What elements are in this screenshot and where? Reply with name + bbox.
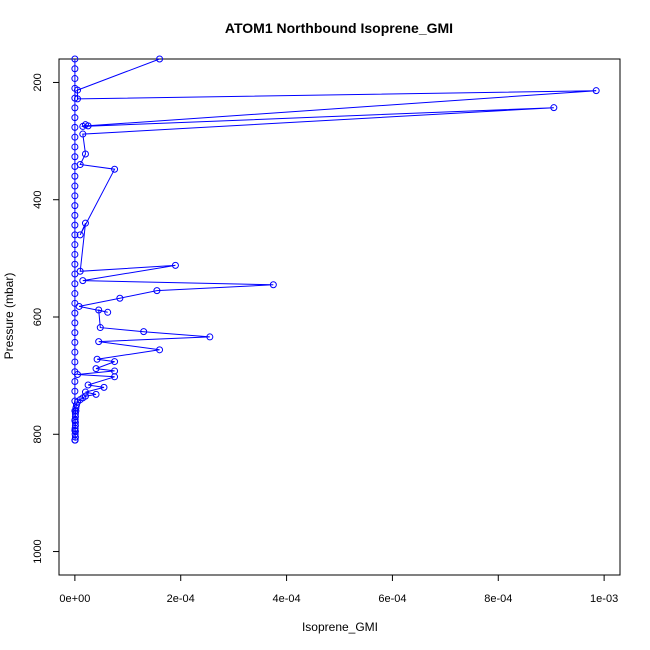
data-point	[81, 219, 89, 227]
data-point	[71, 241, 79, 249]
y-tick-label: 1000	[32, 539, 44, 563]
data-point	[71, 338, 79, 346]
data-point	[71, 329, 79, 337]
plot-frame	[58, 58, 621, 576]
data-point	[74, 370, 82, 378]
x-tick-label: 8e-04	[484, 593, 512, 605]
x-tick-label: 0e+00	[59, 593, 90, 605]
data-point	[93, 355, 101, 363]
data-point	[111, 165, 119, 173]
data-point	[71, 309, 79, 317]
data-point	[71, 280, 79, 288]
data-point	[71, 231, 79, 239]
x-tick-label: 1e-03	[590, 593, 618, 605]
data-point	[81, 388, 89, 396]
data-point	[71, 348, 79, 356]
y-axis: 200 400 600 800 1000	[32, 73, 60, 564]
data-point	[71, 192, 79, 200]
data-point	[104, 308, 112, 316]
data-point	[71, 182, 79, 190]
data-point	[71, 143, 79, 151]
data-point	[171, 261, 179, 269]
data-point	[95, 338, 103, 346]
data-point	[550, 104, 558, 112]
data-point	[156, 346, 164, 354]
data-point	[71, 387, 79, 395]
data-point	[71, 75, 79, 83]
data-point	[95, 306, 103, 314]
data-point	[592, 87, 600, 95]
plot-area	[58, 55, 621, 576]
y-axis-label: Pressure (mbar)	[2, 273, 16, 360]
y-tick-label: 400	[32, 191, 44, 209]
data-point	[71, 123, 79, 131]
data-point	[71, 260, 79, 268]
data-point	[71, 270, 79, 278]
data-point	[100, 383, 108, 391]
data-point	[74, 95, 82, 103]
data-point	[153, 287, 161, 295]
data-point	[96, 324, 104, 332]
data-point	[71, 221, 79, 229]
data-point	[71, 114, 79, 122]
data-point	[72, 401, 80, 409]
data-point	[156, 55, 164, 63]
data-point	[71, 378, 79, 385]
data-point	[111, 367, 119, 375]
x-tick-label: 2e-04	[167, 593, 195, 605]
data-point	[84, 122, 92, 130]
data-point	[84, 381, 92, 389]
x-tick-label: 6e-04	[378, 593, 406, 605]
data-point	[71, 358, 79, 366]
data-point	[75, 302, 83, 310]
data-point	[71, 172, 79, 180]
data-point	[76, 231, 84, 239]
series-line	[74, 58, 597, 441]
data-point	[81, 392, 89, 400]
data-point	[92, 365, 100, 373]
data-point	[71, 153, 79, 161]
data-point	[71, 104, 79, 112]
data-point	[92, 390, 100, 398]
y-tick-label: 800	[32, 425, 44, 443]
data-point	[81, 150, 89, 158]
data-point	[71, 55, 79, 63]
y-tick-label: 600	[32, 308, 44, 326]
x-axis: 0e+00 2e-04 4e-04 6e-04 8e-04 1e-03	[59, 574, 618, 605]
data-point	[206, 333, 214, 341]
x-tick-label: 4e-04	[273, 593, 301, 605]
data-point	[74, 86, 82, 94]
y-tick-label: 200	[32, 73, 44, 91]
chart-title: ATOM1 Northbound Isoprene_GMI	[225, 20, 453, 36]
data-point	[76, 161, 84, 169]
data-point	[140, 328, 148, 336]
data-point	[71, 133, 79, 141]
data-point	[111, 358, 119, 366]
x-axis-label: Isoprene_GMI	[302, 620, 378, 634]
data-point	[71, 290, 79, 298]
series-group	[71, 55, 600, 444]
data-point	[79, 277, 87, 285]
data-point	[71, 202, 79, 210]
data-point	[79, 130, 87, 138]
data-point	[76, 267, 84, 275]
data-point	[116, 294, 124, 302]
data-point	[71, 211, 79, 219]
data-point	[71, 65, 79, 73]
data-point	[71, 250, 79, 258]
data-point	[269, 281, 277, 289]
data-point	[71, 319, 79, 327]
